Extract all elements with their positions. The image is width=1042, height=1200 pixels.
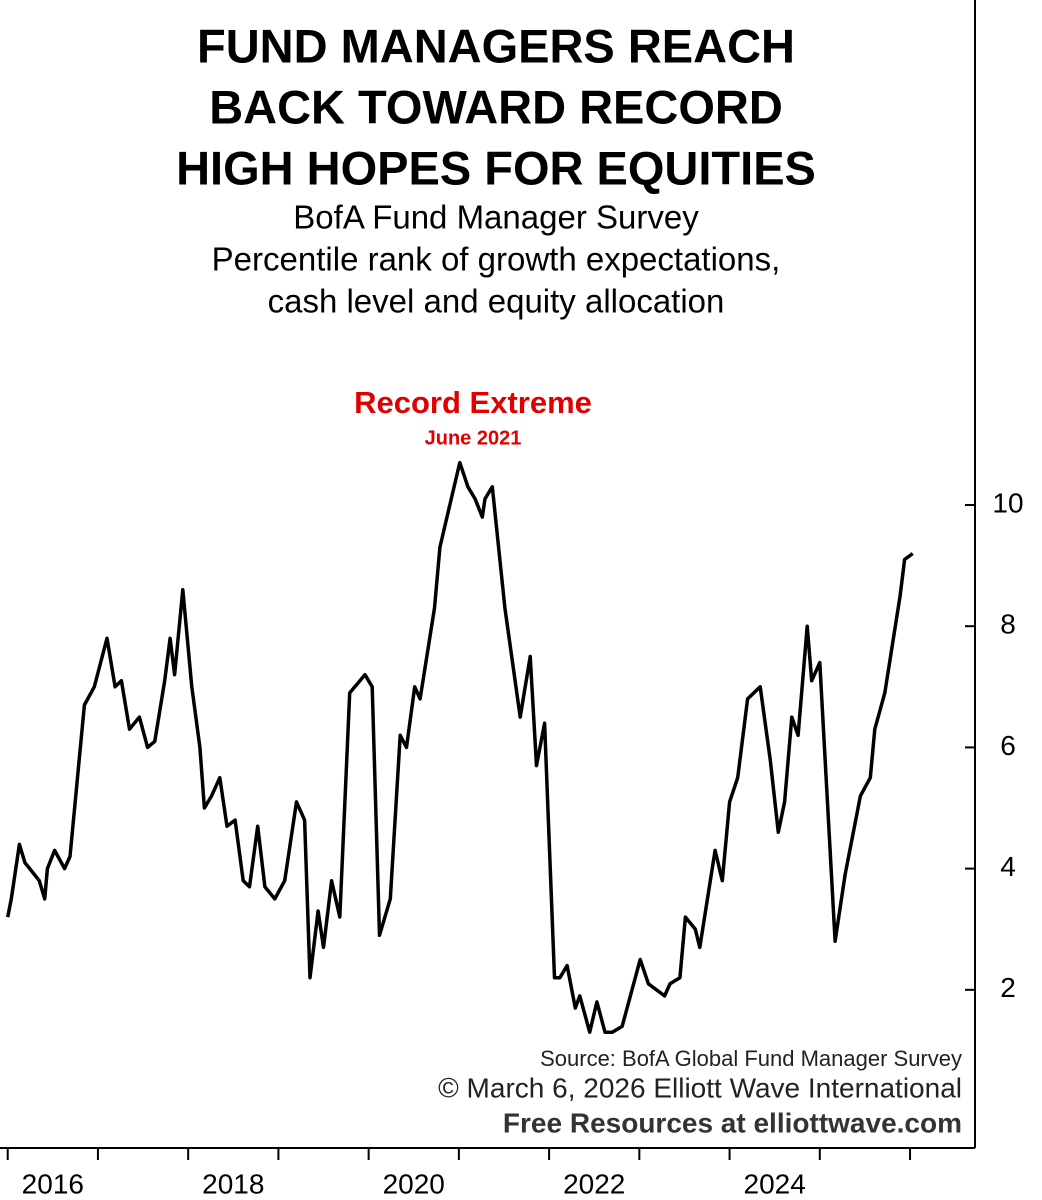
x-tick-label: 2020 <box>383 1168 445 1199</box>
chart-subtitle: cash level and equity allocation <box>268 283 725 320</box>
source-text: Source: BofA Global Fund Manager Survey <box>540 1046 962 1071</box>
x-tick-label: 2018 <box>202 1168 264 1199</box>
y-tick-label: 2 <box>1000 972 1016 1003</box>
chart-subtitle: Percentile rank of growth expectations, <box>212 241 781 278</box>
source-text: Free Resources at elliottwave.com <box>503 1107 962 1138</box>
x-tick-label: 2016 <box>22 1168 84 1199</box>
chart-title: BACK TOWARD RECORD <box>209 80 783 133</box>
y-tick-label: 8 <box>1000 609 1016 640</box>
chart-title: HIGH HOPES FOR EQUITIES <box>176 141 816 194</box>
x-tick-label: 2024 <box>744 1168 806 1199</box>
chart-subtitle: BofA Fund Manager Survey <box>293 199 699 236</box>
chart-title: FUND MANAGERS REACH <box>197 19 795 72</box>
data-line <box>5 460 914 1034</box>
annotation-subtitle: June 2021 <box>425 427 522 449</box>
annotation-title: Record Extreme <box>354 385 592 420</box>
source-text: © March 6, 2026 Elliott Wave Internation… <box>438 1072 962 1103</box>
y-tick-label: 6 <box>1000 730 1016 761</box>
y-tick-label: 4 <box>1000 851 1016 882</box>
y-tick-label: 10 <box>992 487 1023 518</box>
x-tick-label: 2022 <box>563 1168 625 1199</box>
